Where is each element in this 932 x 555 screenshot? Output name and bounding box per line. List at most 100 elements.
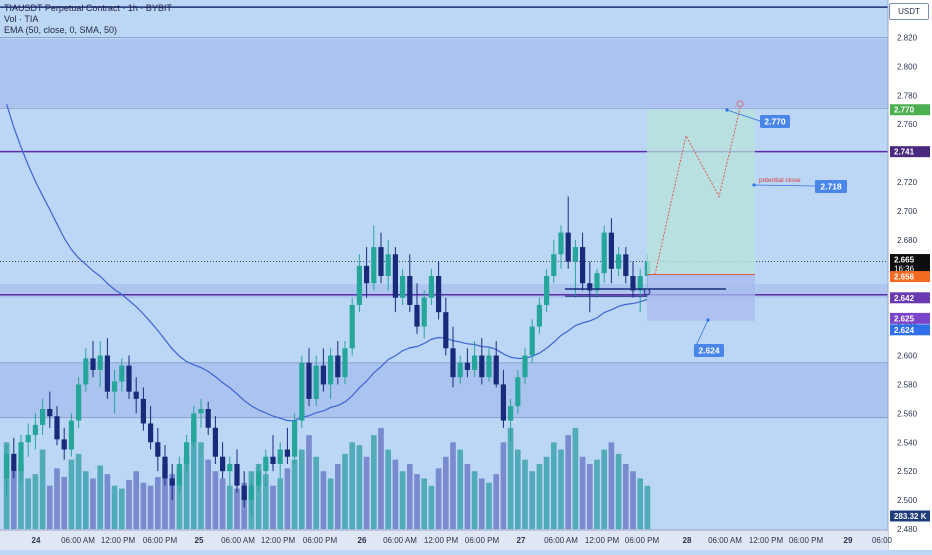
candle-body[interactable] bbox=[306, 362, 312, 399]
candle-body[interactable] bbox=[292, 420, 298, 457]
candle-body[interactable] bbox=[140, 398, 146, 424]
candle-body[interactable] bbox=[414, 304, 420, 327]
candle-body[interactable] bbox=[508, 406, 514, 421]
candle-body[interactable] bbox=[385, 254, 391, 276]
candle-body[interactable] bbox=[112, 381, 118, 392]
symbol-title[interactable]: TIAUSDT Perpetual Contract · 1h · BYBIT bbox=[4, 3, 172, 13]
candle-body[interactable] bbox=[54, 416, 60, 440]
candle-body[interactable] bbox=[126, 365, 132, 392]
candle-body[interactable] bbox=[637, 276, 643, 291]
candle-body[interactable] bbox=[18, 442, 24, 472]
candle-body[interactable] bbox=[25, 435, 31, 443]
candle-body[interactable] bbox=[601, 232, 607, 274]
candle-body[interactable] bbox=[328, 355, 334, 385]
candle-body[interactable] bbox=[594, 273, 600, 291]
time-scale[interactable] bbox=[0, 530, 888, 550]
candle-body[interactable] bbox=[392, 254, 398, 298]
candle-body[interactable] bbox=[162, 456, 168, 479]
candle-body[interactable] bbox=[364, 265, 370, 284]
candle-body[interactable] bbox=[133, 391, 139, 399]
candle-body[interactable] bbox=[83, 358, 89, 385]
candle-body[interactable] bbox=[436, 276, 442, 313]
candle-body[interactable] bbox=[61, 439, 67, 450]
candle-body[interactable] bbox=[551, 254, 557, 276]
candle-body[interactable] bbox=[227, 463, 233, 472]
candle-body[interactable] bbox=[47, 409, 53, 417]
candle-body[interactable] bbox=[536, 304, 542, 327]
projected-path[interactable] bbox=[654, 108, 741, 275]
candle-body[interactable] bbox=[342, 348, 348, 378]
candle-body[interactable] bbox=[169, 478, 175, 486]
candle-body[interactable] bbox=[256, 471, 262, 486]
potential-close-callout-box[interactable] bbox=[815, 180, 847, 193]
candle-body[interactable] bbox=[176, 463, 182, 486]
candle-body[interactable] bbox=[450, 348, 456, 378]
candle-body[interactable] bbox=[241, 485, 247, 501]
candle-body[interactable] bbox=[184, 442, 190, 464]
candle-body[interactable] bbox=[616, 254, 622, 269]
candle-body[interactable] bbox=[155, 442, 161, 457]
candle-body[interactable] bbox=[349, 304, 355, 349]
candle-body[interactable] bbox=[270, 456, 276, 464]
candle-body[interactable] bbox=[284, 449, 290, 457]
ema-indicator-label[interactable]: EMA (50, close, 0, SMA, 50) bbox=[4, 25, 118, 35]
candle-body[interactable] bbox=[572, 247, 578, 262]
candle-body[interactable] bbox=[313, 365, 319, 399]
candle-body[interactable] bbox=[320, 365, 326, 385]
candle-body[interactable] bbox=[263, 456, 269, 472]
candle-body[interactable] bbox=[248, 485, 254, 501]
stop-zone[interactable] bbox=[647, 274, 755, 321]
candle-body[interactable] bbox=[335, 355, 341, 378]
candle-body[interactable] bbox=[97, 355, 103, 370]
candle-body[interactable] bbox=[479, 355, 485, 378]
target-callout-box[interactable] bbox=[760, 115, 790, 128]
candle-body[interactable] bbox=[356, 265, 362, 305]
candle-body[interactable] bbox=[623, 254, 629, 276]
candle-body[interactable] bbox=[11, 453, 17, 472]
candle-body[interactable] bbox=[472, 355, 478, 370]
candle-body[interactable] bbox=[500, 384, 506, 421]
candle-body[interactable] bbox=[608, 232, 614, 269]
candle-body[interactable] bbox=[630, 276, 636, 291]
candle-body[interactable] bbox=[32, 424, 38, 436]
candle-body[interactable] bbox=[443, 312, 449, 349]
candle-body[interactable] bbox=[378, 247, 384, 276]
candle-body[interactable] bbox=[515, 377, 521, 407]
currency-button[interactable]: USDT bbox=[889, 3, 929, 20]
candle-body[interactable] bbox=[457, 362, 463, 378]
candle-body[interactable] bbox=[407, 276, 413, 305]
candle-body[interactable] bbox=[198, 409, 204, 414]
candle-body[interactable] bbox=[191, 413, 197, 443]
candle-body[interactable] bbox=[529, 326, 535, 356]
candle-body[interactable] bbox=[400, 276, 406, 298]
candle-body[interactable] bbox=[558, 232, 564, 255]
candle-body[interactable] bbox=[493, 355, 499, 385]
target-zone[interactable] bbox=[647, 109, 755, 275]
candle-body[interactable] bbox=[212, 427, 218, 457]
candle-body[interactable] bbox=[371, 247, 377, 284]
candle-body[interactable] bbox=[299, 362, 305, 421]
candle-body[interactable] bbox=[464, 362, 470, 370]
volume-indicator-label[interactable]: Vol · TIA bbox=[4, 14, 39, 24]
candle-body[interactable] bbox=[90, 358, 96, 370]
candle-body[interactable] bbox=[277, 449, 283, 464]
candle-body[interactable] bbox=[421, 297, 427, 327]
candle-body[interactable] bbox=[234, 463, 240, 486]
entry-marker[interactable] bbox=[643, 288, 651, 296]
candle-body[interactable] bbox=[580, 247, 586, 284]
candle-body[interactable] bbox=[119, 365, 125, 382]
candle-body[interactable] bbox=[68, 420, 74, 450]
candle-body[interactable] bbox=[486, 355, 492, 378]
candle-body[interactable] bbox=[587, 283, 593, 291]
candle-body[interactable] bbox=[544, 276, 550, 305]
candle-body[interactable] bbox=[565, 232, 571, 262]
candle-body[interactable] bbox=[428, 276, 434, 298]
stop-callout-box[interactable] bbox=[694, 344, 724, 357]
candle-body[interactable] bbox=[205, 409, 211, 428]
candle-body[interactable] bbox=[522, 355, 528, 378]
candle-body[interactable] bbox=[76, 384, 82, 421]
candle-body[interactable] bbox=[40, 409, 46, 425]
candle-body[interactable] bbox=[148, 423, 154, 443]
